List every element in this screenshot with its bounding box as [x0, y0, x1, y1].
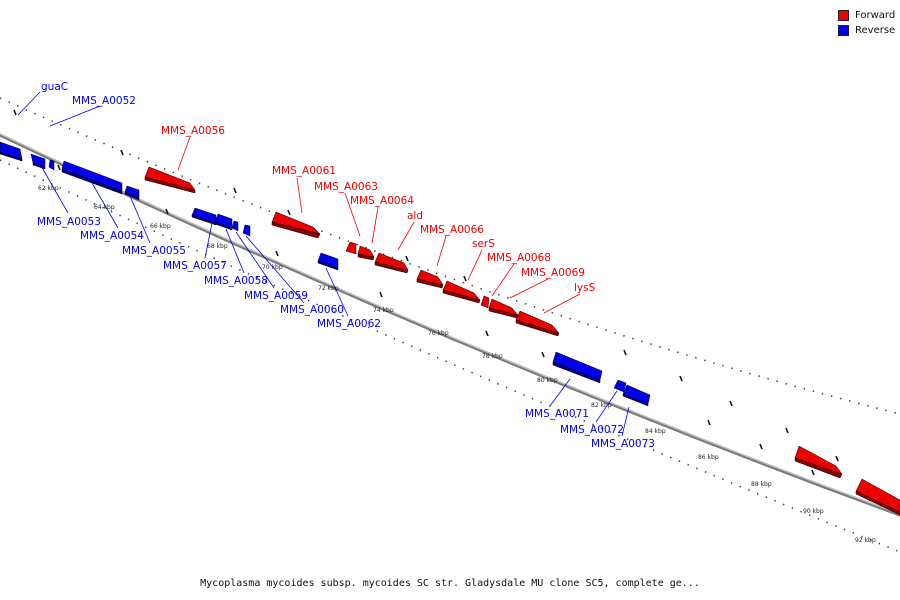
scale-label: 80 kbp	[537, 377, 558, 384]
gene-arrow-forward[interactable]	[357, 245, 375, 261]
ticks-inner	[57, 164, 871, 502]
gene-arrow-reverse[interactable]	[242, 224, 251, 237]
gene-label-ald: ald	[407, 210, 423, 222]
gene-label-mms-a0054: MMS_A0054	[80, 230, 144, 242]
gene-arrow-reverse[interactable]	[191, 207, 217, 226]
gene-label-mms-a0072: MMS_A0072	[560, 424, 624, 436]
scale-label: 70 kbp	[262, 264, 283, 271]
gene-arrow-forward[interactable]	[271, 211, 321, 239]
gene-arrow-forward[interactable]	[416, 269, 444, 289]
scale-label: 86 kbp	[698, 454, 719, 461]
scale-label: 92 kbp	[855, 537, 876, 544]
forward-genes	[144, 166, 900, 516]
scale-labels: 62 kbp 64 kbp 66 kbp 68 kbp 70 kbp 72 kb…	[38, 185, 876, 544]
gene-label-mms-a0064: MMS_A0064	[350, 195, 414, 207]
label-leaders-forward	[177, 136, 581, 314]
gene-arrow-forward[interactable]	[442, 280, 481, 304]
legend-reverse-label: Reverse	[855, 25, 896, 36]
gene-label-mms-a0056: MMS_A0056	[161, 125, 225, 137]
gene-arrow-reverse[interactable]	[61, 160, 123, 195]
gene-arrow-forward[interactable]	[480, 295, 490, 309]
gene-label-mms-a0058: MMS_A0058	[204, 275, 268, 287]
scale-label: 88 kbp	[751, 481, 772, 488]
scale-label: 72 kbp	[318, 285, 339, 292]
scale-label: 76 kbp	[428, 330, 449, 337]
map-caption: Mycoplasma mycoides subsp. mycoides SC s…	[200, 578, 700, 589]
gene-arrow-forward[interactable]	[488, 298, 519, 319]
gene-arrow-forward[interactable]	[855, 478, 900, 516]
gene-label-mms-a0068: MMS_A0068	[487, 252, 551, 264]
gene-labels-forward: MMS_A0056 MMS_A0061 MMS_A0063 MMS_A0064 …	[161, 125, 596, 294]
scale-label: 74 kbp	[373, 307, 394, 314]
gene-arrow-forward[interactable]	[515, 310, 560, 337]
gene-label-mms-a0069: MMS_A0069	[521, 267, 585, 279]
gene-arrow-reverse[interactable]	[552, 351, 603, 384]
scale-label: 66 kbp	[150, 223, 171, 230]
scale-label: 78 kbp	[482, 353, 503, 360]
gene-label-mms-a0066: MMS_A0066	[420, 224, 484, 236]
gene-labels-reverse: guaC MMS_A0052 MMS_A0053 MMS_A0054 MMS_A…	[37, 81, 655, 450]
gene-label-mms-a0059: MMS_A0059	[244, 290, 308, 302]
legend-item-forward: Forward	[838, 8, 895, 23]
gene-arrow-forward[interactable]	[345, 241, 357, 255]
gene-label-guaC: guaC	[41, 81, 68, 93]
legend: Forward Reverse	[838, 8, 895, 38]
scale-label: 68 kbp	[207, 243, 228, 250]
gene-arrow-reverse[interactable]	[214, 213, 233, 231]
gene-label-mms-a0071: MMS_A0071	[525, 408, 589, 420]
forward-strand-guide	[0, 97, 900, 415]
gene-label-mms-a0057: MMS_A0057	[163, 260, 227, 272]
gene-arrow-reverse[interactable]	[0, 141, 23, 162]
gene-label-mms-a0061: MMS_A0061	[272, 165, 336, 177]
scale-label: 64 kbp	[94, 204, 115, 211]
reverse-genes	[0, 141, 651, 407]
gene-arrow-forward[interactable]	[374, 252, 409, 274]
gene-label-mms-a0060: MMS_A0060	[280, 304, 344, 316]
scale-label: 62 kbp	[38, 185, 59, 192]
forward-swatch	[838, 10, 849, 21]
scale-label: 82 kbp	[591, 402, 612, 409]
gene-arrow-reverse[interactable]	[231, 220, 239, 232]
gene-arrow-reverse[interactable]	[48, 159, 55, 171]
reverse-strand-guide	[0, 159, 900, 553]
scale-label: 90 kbp	[803, 508, 824, 515]
gene-label-lysS: lysS	[574, 282, 596, 294]
gene-label-mms-a0053: MMS_A0053	[37, 216, 101, 228]
gene-arrow-reverse[interactable]	[622, 384, 651, 407]
gene-label-mms-a0062: MMS_A0062	[317, 318, 381, 330]
gene-arrow-forward[interactable]	[794, 445, 843, 479]
gene-label-mms-a0052: MMS_A0052	[72, 95, 136, 107]
gene-arrow-forward[interactable]	[144, 166, 196, 194]
legend-forward-label: Forward	[855, 10, 896, 21]
legend-item-reverse: Reverse	[838, 23, 895, 38]
gene-arrow-reverse[interactable]	[613, 379, 627, 393]
scale-label: 84 kbp	[645, 428, 666, 435]
gene-label-mms-a0055: MMS_A0055	[122, 245, 186, 257]
gene-arrow-reverse[interactable]	[124, 185, 140, 201]
gene-arrow-reverse[interactable]	[317, 252, 339, 271]
ticks-outer	[13, 109, 839, 462]
gene-label-mms-a0073: MMS_A0073	[591, 438, 655, 450]
gene-label-mms-a0063: MMS_A0063	[314, 181, 378, 193]
gene-label-serS: serS	[472, 238, 495, 250]
label-leaders-reverse	[17, 91, 630, 437]
reverse-swatch	[838, 25, 849, 36]
